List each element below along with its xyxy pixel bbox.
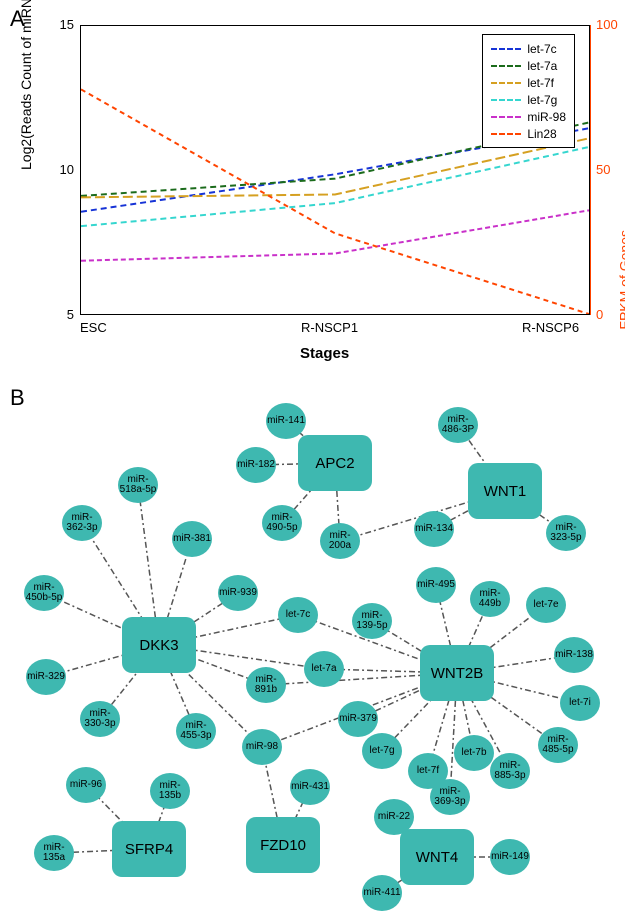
series-miR-98 [81, 210, 589, 260]
mir-node-m369_3p: miR-369-3p [430, 779, 470, 815]
mir-node-m362_3p: miR-362-3p [62, 505, 102, 541]
mir-node-m138: miR-138 [554, 637, 594, 673]
ytick-left: 15 [44, 17, 74, 32]
mir-node-m411: miR-411 [362, 875, 402, 911]
mir-node-m891b: miR-891b [246, 667, 286, 703]
mir-node-m149: miR-149 [490, 839, 530, 875]
mir-node-m490_5p: miR-490-5p [262, 505, 302, 541]
legend-swatch [491, 48, 521, 50]
mir-node-let7g: let-7g [362, 733, 402, 769]
mir-node-m329: miR-329 [26, 659, 66, 695]
mir-node-m22: miR-22 [374, 799, 414, 835]
gene-node-WNT2B: WNT2B [420, 645, 494, 701]
mir-node-m182: miR-182 [236, 447, 276, 483]
legend-label: let-7g [527, 93, 557, 107]
legend-label: let-7f [527, 76, 554, 90]
legend-row-let-7f: let-7f [491, 74, 566, 91]
mir-node-m330_3p: miR-330-3p [80, 701, 120, 737]
mir-node-m98: miR-98 [242, 729, 282, 765]
mir-node-m449b: miR-449b [470, 581, 510, 617]
mir-node-m4863p: miR-486-3P [438, 407, 478, 443]
mir-node-let7b: let-7b [454, 735, 494, 771]
legend-row-Lin28: Lin28 [491, 125, 566, 142]
figure-container: A Log2(Reads Count of miRNAs) FPKM of Ge… [0, 0, 625, 908]
legend-swatch [491, 65, 521, 67]
x-axis-label: Stages [300, 345, 349, 362]
legend-row-let-7g: let-7g [491, 91, 566, 108]
network-container: APC2 WNT1 DKK3 WNT2B SFRP4 FZD10 WNT4 miR-141 mi… [0, 385, 625, 908]
mir-node-m518a5p: miR-518a-5p [118, 467, 158, 503]
mir-node-let7i: let-7i [560, 685, 600, 721]
panel-a: A Log2(Reads Count of miRNAs) FPKM of Ge… [0, 0, 625, 380]
mir-node-m135a: miR-135a [34, 835, 74, 871]
mir-node-m485_5p: miR-485-5p [538, 727, 578, 763]
ytick-right: 100 [596, 17, 618, 32]
ytick-right: 50 [596, 162, 610, 177]
gene-node-WNT1: WNT1 [468, 463, 542, 519]
ytick-left: 10 [44, 162, 74, 177]
gene-node-SFRP4: SFRP4 [112, 821, 186, 877]
panel-b: B APC2WNT1DKK3WNT2BSFRP4FZD10WNT4miR-141… [0, 385, 625, 908]
legend-label: miR-98 [527, 110, 566, 124]
series-let-7g [81, 147, 589, 226]
legend-row-miR-98: miR-98 [491, 108, 566, 125]
chart-legend: let-7c let-7a let-7f let-7g miR-98 Lin28 [482, 34, 575, 148]
mir-node-let7e: let-7e [526, 587, 566, 623]
mir-node-m450b5p: miR-450b-5p [24, 575, 64, 611]
gene-node-FZD10: FZD10 [246, 817, 320, 873]
legend-row-let-7c: let-7c [491, 40, 566, 57]
gene-node-WNT4: WNT4 [400, 829, 474, 885]
xtick: R-NSCP6 [522, 320, 579, 335]
mir-node-m885_3p: miR-885-3p [490, 753, 530, 789]
gene-node-APC2: APC2 [298, 435, 372, 491]
legend-label: let-7a [527, 59, 557, 73]
legend-row-let-7a: let-7a [491, 57, 566, 74]
mir-node-m134: miR-134 [414, 511, 454, 547]
xtick: ESC [80, 320, 107, 335]
mir-node-m431: miR-431 [290, 769, 330, 805]
mir-node-m379: miR-379 [338, 701, 378, 737]
mir-node-m139_5p: miR-139-5p [352, 603, 392, 639]
mir-node-let7c: let-7c [278, 597, 318, 633]
mir-node-m323_5p: miR-323-5p [546, 515, 586, 551]
mir-node-m455_3p: miR-455-3p [176, 713, 216, 749]
mir-node-m135b: miR-135b [150, 773, 190, 809]
legend-label: Lin28 [527, 127, 556, 141]
xtick: R-NSCP1 [301, 320, 358, 335]
right-axis-line [590, 25, 591, 315]
legend-label: let-7c [527, 42, 556, 56]
legend-swatch [491, 99, 521, 101]
mir-node-m381: miR-381 [172, 521, 212, 557]
legend-swatch [491, 116, 521, 118]
mir-node-m96: miR-96 [66, 767, 106, 803]
ytick-right: 0 [596, 307, 603, 322]
chart-plot-area: let-7c let-7a let-7f let-7g miR-98 Lin28 [80, 25, 590, 315]
legend-swatch [491, 133, 521, 135]
ytick-left: 5 [44, 307, 74, 322]
mir-node-m939: miR-939 [218, 575, 258, 611]
y-left-axis-label: Log2(Reads Count of miRNAs) [18, 0, 34, 170]
legend-swatch [491, 82, 521, 84]
mir-node-m200a: miR-200a [320, 523, 360, 559]
y-right-axis-label: FPKM of Genes [617, 230, 625, 330]
gene-node-DKK3: DKK3 [122, 617, 196, 673]
mir-node-m495: miR-495 [416, 567, 456, 603]
mir-node-let7a: let-7a [304, 651, 344, 687]
mir-node-m141: miR-141 [266, 403, 306, 439]
